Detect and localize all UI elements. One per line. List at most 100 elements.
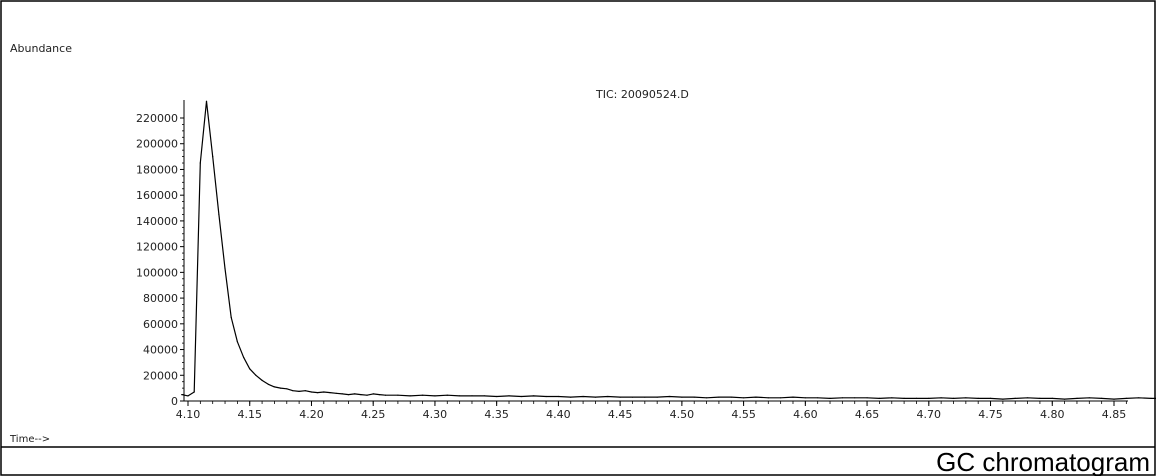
x-tick-label: 4.60 <box>793 408 818 421</box>
data-point <box>693 396 695 398</box>
data-point <box>236 341 238 343</box>
x-tick-label: 4.35 <box>484 408 509 421</box>
x-tick-label: 4.85 <box>1102 408 1127 421</box>
data-point <box>422 394 424 396</box>
x-tick-label: 4.20 <box>299 408 324 421</box>
data-point <box>193 391 195 393</box>
data-point <box>928 397 930 399</box>
data-point <box>965 397 967 399</box>
data-point <box>273 386 275 388</box>
data-point <box>1138 397 1140 399</box>
data-point <box>483 395 485 397</box>
data-point <box>952 397 955 399</box>
data-point <box>730 396 732 398</box>
data-point <box>891 397 893 399</box>
data-point <box>829 397 831 399</box>
data-point <box>304 390 306 392</box>
data-point <box>989 397 992 399</box>
data-point <box>767 397 769 399</box>
x-axis-title: Time--> <box>9 434 50 445</box>
data-point <box>280 387 282 389</box>
series-layer <box>181 100 1156 400</box>
data-point <box>841 397 844 399</box>
data-point <box>681 396 683 398</box>
data-point <box>1125 397 1127 399</box>
data-point <box>372 393 374 395</box>
x-axis-ticks: 4.10 4.15 4.20 4.25 4.30 4.35 4.40 4.45 4.50 4.55… <box>176 401 1127 421</box>
data-point <box>1027 397 1029 399</box>
data-point <box>286 388 288 390</box>
y-tick-label: 80000 <box>143 292 178 305</box>
data-point <box>1101 397 1103 399</box>
footer-caption: GC chromatogram <box>936 447 1150 476</box>
data-point <box>298 390 300 392</box>
data-point <box>434 395 436 397</box>
data-point <box>360 394 362 396</box>
data-point <box>205 100 208 102</box>
data-point <box>1150 397 1152 399</box>
data-point <box>1051 397 1053 399</box>
data-point <box>1002 398 1004 400</box>
data-point <box>471 395 473 397</box>
y-tick-label: 220000 <box>136 112 178 125</box>
data-point <box>1039 397 1041 399</box>
y-tick-label: 200000 <box>136 138 178 151</box>
data-point <box>804 397 806 399</box>
data-point <box>755 396 757 398</box>
data-point <box>570 396 572 398</box>
data-point <box>230 316 232 318</box>
data-point <box>977 397 979 399</box>
data-point <box>792 396 794 398</box>
data-point <box>292 390 294 392</box>
data-point <box>187 395 189 397</box>
data-point <box>366 394 368 396</box>
x-tick-label: 4.25 <box>361 408 386 421</box>
x-tick-label: 4.15 <box>237 408 262 421</box>
data-point <box>508 395 510 397</box>
data-point <box>878 397 881 399</box>
x-tick-label: 4.50 <box>670 408 695 421</box>
data-point <box>619 396 621 398</box>
data-point <box>780 397 782 399</box>
data-point <box>854 397 856 399</box>
data-point <box>545 395 547 398</box>
y-axis-title: Abundance <box>10 42 72 55</box>
y-tick-label: 60000 <box>143 318 178 331</box>
data-point <box>940 397 942 399</box>
data-point <box>866 397 868 399</box>
data-point <box>915 397 918 399</box>
data-point <box>199 162 201 164</box>
data-point <box>335 392 337 394</box>
data-point <box>743 397 745 399</box>
data-point <box>249 368 251 370</box>
x-tick-label: 4.55 <box>731 408 756 421</box>
data-point <box>1014 397 1016 399</box>
data-point <box>341 393 343 395</box>
y-tick-label: 160000 <box>136 189 178 202</box>
data-point <box>1064 398 1066 400</box>
data-point <box>310 391 313 393</box>
data-point <box>1113 398 1115 400</box>
data-point <box>706 397 708 399</box>
x-tick-label: 4.70 <box>917 408 942 421</box>
y-tick-label: 100000 <box>136 266 178 279</box>
y-tick-label: 140000 <box>136 215 178 228</box>
data-point <box>557 395 560 398</box>
data-point <box>1088 397 1090 399</box>
data-point <box>347 394 350 396</box>
x-tick-label: 4.10 <box>176 408 201 421</box>
data-point <box>718 396 720 398</box>
y-tick-label: 20000 <box>143 369 178 382</box>
data-point <box>224 267 226 270</box>
y-tick-label: 0 <box>171 395 178 408</box>
data-point <box>323 391 325 393</box>
x-tick-label: 4.75 <box>978 408 1003 421</box>
x-tick-label: 4.30 <box>423 408 448 421</box>
data-point <box>582 395 584 398</box>
y-tick-label: 180000 <box>136 163 178 176</box>
data-point <box>181 394 183 396</box>
data-point <box>903 397 905 399</box>
data-point <box>243 356 245 358</box>
